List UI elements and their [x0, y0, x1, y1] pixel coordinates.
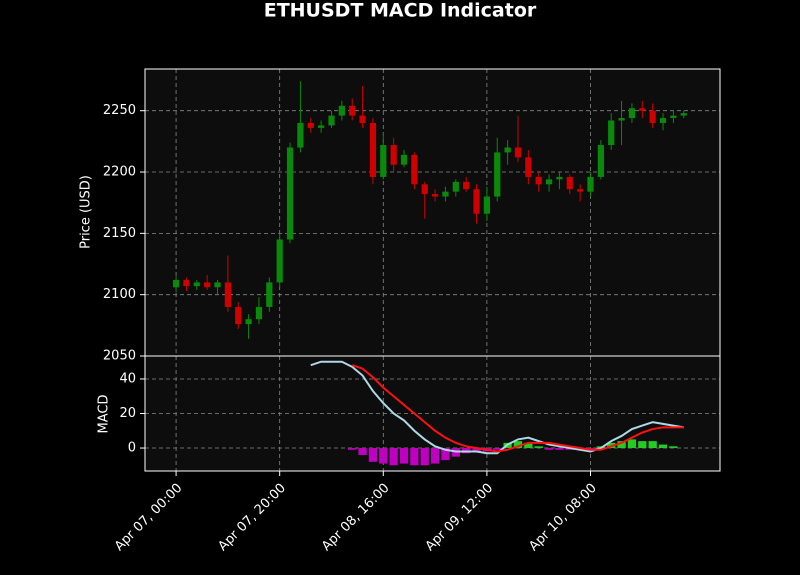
y-tick-label: 2050 [103, 349, 136, 364]
y-axis-label: MACD [97, 395, 112, 434]
histogram-bar [534, 446, 543, 449]
candle-body [245, 319, 252, 325]
histogram-bar [472, 448, 481, 452]
candle-body [235, 306, 242, 325]
candle-body [183, 279, 190, 287]
macd-line [310, 360, 684, 455]
histogram-bar [389, 448, 398, 466]
histogram-bar [555, 448, 564, 450]
candle-body [463, 181, 470, 190]
candle-body [359, 115, 366, 123]
candle-body [577, 189, 584, 192]
histogram-bar [348, 448, 357, 450]
histogram-bar [399, 448, 409, 464]
candle-body [255, 306, 263, 320]
y-tick-label: 0 [128, 441, 136, 456]
candle-body [224, 282, 231, 307]
candle-body [172, 279, 180, 288]
histogram-bar [441, 448, 450, 461]
candle-body [628, 108, 636, 119]
candle-body [566, 176, 573, 190]
candle-body [587, 176, 594, 192]
candle-body [318, 125, 325, 128]
y-axis-label: Price (USD) [79, 175, 94, 249]
macd-line [351, 364, 684, 453]
y-tick-label: 2150 [103, 226, 136, 241]
histogram-bar [638, 441, 647, 449]
y-tick-label: 2200 [103, 165, 136, 180]
candle-body [608, 120, 615, 146]
candle-body [349, 105, 356, 116]
histogram-bar [410, 448, 419, 466]
y-tick-label: 40 [119, 371, 136, 386]
candle-body [473, 189, 480, 214]
candle-body [307, 122, 314, 128]
candle-body [649, 110, 656, 123]
histogram-bar [368, 448, 378, 462]
candle-body [442, 191, 449, 197]
candle-body [390, 145, 397, 165]
candle-body [193, 282, 200, 287]
candle-body [514, 147, 522, 158]
histogram-bar [617, 441, 626, 449]
candle-body [380, 145, 387, 177]
plot-area [145, 69, 720, 471]
histogram-bar [669, 446, 678, 449]
histogram-bar [493, 448, 502, 450]
candle-body [659, 118, 667, 123]
candle-body [618, 118, 625, 121]
candle-body [556, 176, 563, 180]
candle-body [338, 105, 345, 116]
candle-body [680, 113, 687, 116]
candle-body [411, 154, 418, 185]
candle-body [369, 122, 377, 177]
histogram-bar [658, 444, 668, 449]
candle-body [639, 108, 646, 111]
histogram-bar [648, 441, 657, 449]
candle-body [494, 152, 501, 197]
candle-body [431, 194, 439, 197]
candle-body [204, 282, 211, 288]
candle-body [214, 282, 221, 288]
candle-body [597, 145, 604, 177]
histogram-bar [513, 441, 523, 449]
histogram-bar [544, 448, 554, 450]
candle-body [483, 196, 490, 214]
candle-body [421, 184, 428, 195]
candle-body [297, 122, 304, 148]
candle-body [504, 147, 511, 153]
histogram-bar [430, 448, 440, 464]
histogram-bar [524, 442, 533, 449]
chart-title: ETHUSDT MACD Indicator [264, 0, 537, 22]
y-tick-label: 20 [119, 406, 136, 421]
candle-body [452, 181, 459, 192]
candle-body [670, 115, 677, 119]
candle-body [266, 282, 273, 307]
candle-body [535, 176, 542, 185]
y-tick-label: 2250 [103, 103, 136, 118]
candle-body [400, 154, 408, 165]
candle-body [286, 147, 294, 240]
axes-frame [144, 355, 721, 472]
candle-body [328, 115, 335, 126]
histogram-bar [420, 448, 429, 466]
candle-body [276, 239, 283, 283]
y-tick-label: 2100 [103, 287, 136, 302]
histogram-bar [358, 448, 367, 455]
histogram-bar [379, 448, 388, 464]
candle-body [525, 157, 532, 177]
candle-body [545, 179, 553, 185]
histogram-bar [627, 439, 637, 449]
